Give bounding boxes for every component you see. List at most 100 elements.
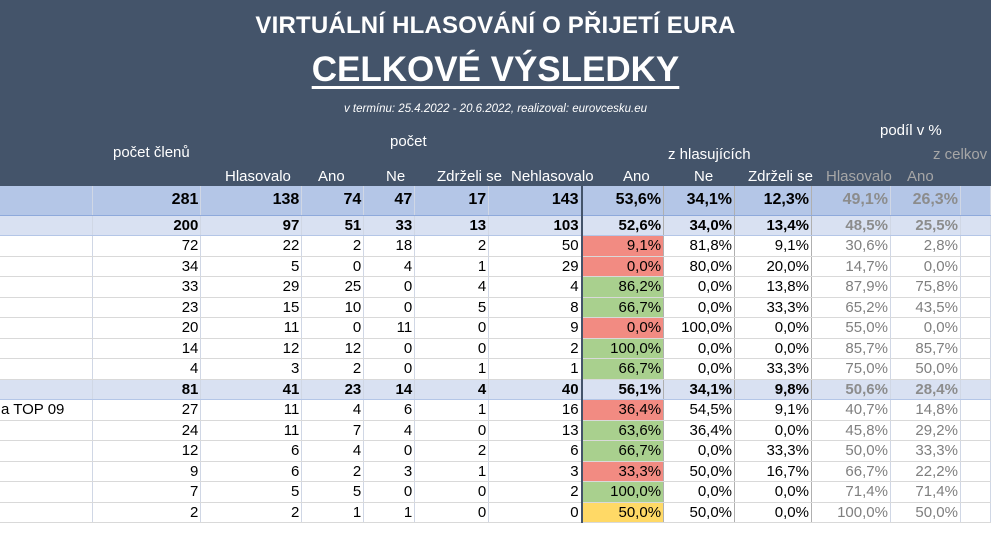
pct-yes-cell: 52,6%: [581, 215, 665, 236]
not-voted-cell: 9: [488, 317, 583, 339]
not-voted-cell: 16: [488, 399, 583, 421]
members-cell: 34: [92, 256, 202, 277]
pct-abstain-cell: 12,3%: [734, 186, 812, 216]
pct-yes-total-cell: 75,8%: [890, 276, 961, 298]
pct-voted-total-cell: 50,0%: [811, 440, 891, 462]
yes-cell: 23: [301, 379, 365, 400]
abstain-cell: 1: [414, 461, 490, 482]
pct-voted-total-cell: 48,5%: [811, 215, 891, 236]
yes-cell: 5: [301, 481, 365, 503]
row-name: [0, 276, 94, 298]
table-row: 9 6 2 3 1 3 33,3% 50,0% 16,7% 66,7% 22,2%: [0, 461, 991, 482]
members-count-header: počet členů: [113, 144, 190, 161]
col-pct-no: Ne: [694, 168, 714, 185]
pct-no-cell: 36,4%: [663, 420, 736, 441]
members-cell: 12: [92, 440, 202, 462]
page-subtitle: CELKOVÉ VÝSLEDKY: [311, 50, 680, 89]
overflow-cell: [960, 481, 991, 503]
yes-cell: 10: [301, 297, 365, 318]
members-cell: 2: [92, 502, 202, 523]
pct-no-cell: 54,5%: [663, 399, 736, 421]
pct-voted-total-cell: 50,6%: [811, 379, 891, 400]
abstain-cell: 13: [414, 215, 490, 236]
pct-no-cell: 100,0%: [663, 317, 736, 339]
not-voted-cell: 13: [488, 420, 583, 441]
abstain-cell: 1: [414, 399, 490, 421]
members-cell: 72: [92, 235, 202, 257]
share-header: podíl v %: [880, 122, 942, 139]
pct-abstain-cell: 16,7%: [734, 461, 812, 482]
overflow-cell: [960, 399, 991, 421]
voted-cell: 138: [200, 186, 303, 216]
pct-voted-total-cell: 87,9%: [811, 276, 891, 298]
abstain-cell: 2: [414, 440, 490, 462]
overflow-cell: [960, 186, 991, 216]
pct-abstain-cell: 0,0%: [734, 420, 812, 441]
yes-cell: 2: [301, 235, 365, 257]
pct-voted-total-cell: 75,0%: [811, 358, 891, 380]
pct-yes-cell: 66,7%: [581, 440, 665, 462]
no-cell: 4: [363, 420, 416, 441]
row-name: [0, 186, 94, 216]
row-name: [0, 215, 94, 236]
pct-voted-total-cell: 30,6%: [811, 235, 891, 257]
pct-yes-total-cell: 29,2%: [890, 420, 961, 441]
voted-cell: 5: [200, 481, 303, 503]
pct-voted-total-cell: 100,0%: [811, 502, 891, 523]
yes-cell: 2: [301, 461, 365, 482]
not-voted-cell: 2: [488, 481, 583, 503]
pct-no-cell: 0,0%: [663, 297, 736, 318]
pct-no-cell: 34,0%: [663, 215, 736, 236]
abstain-cell: 4: [414, 276, 490, 298]
col-pct-abstain: Zdrželi se: [748, 168, 814, 185]
pct-abstain-cell: 13,8%: [734, 276, 812, 298]
members-cell: 281: [92, 186, 202, 216]
pct-no-cell: 0,0%: [663, 358, 736, 380]
pct-yes-total-cell: 14,8%: [890, 399, 961, 421]
pct-yes-cell: 50,0%: [581, 502, 665, 523]
members-cell: 81: [92, 379, 202, 400]
overflow-cell: [960, 317, 991, 339]
members-cell: 20: [92, 317, 202, 339]
overflow-cell: [960, 338, 991, 359]
pct-yes-total-cell: 33,3%: [890, 440, 961, 462]
row-name: [0, 461, 94, 482]
not-voted-cell: 6: [488, 440, 583, 462]
no-cell: 0: [363, 440, 416, 462]
col-pct-yes: Ano: [623, 168, 650, 185]
pct-yes-total-cell: 28,4%: [890, 379, 961, 400]
pct-abstain-cell: 33,3%: [734, 358, 812, 380]
pct-voted-total-cell: 14,7%: [811, 256, 891, 277]
pct-no-cell: 81,8%: [663, 235, 736, 257]
overflow-cell: [960, 420, 991, 441]
abstain-cell: 2: [414, 235, 490, 257]
not-voted-cell: 3: [488, 461, 583, 482]
row-name: [0, 502, 94, 523]
pct-no-cell: 50,0%: [663, 502, 736, 523]
pct-yes-total-cell: 85,7%: [890, 338, 961, 359]
pct-no-cell: 34,1%: [663, 379, 736, 400]
row-name: [0, 256, 94, 277]
pct-abstain-cell: 9,1%: [734, 399, 812, 421]
pct-voted-total-cell: 71,4%: [811, 481, 891, 503]
pct-voted-total-cell: 85,7%: [811, 338, 891, 359]
not-voted-cell: 1: [488, 358, 583, 380]
abstain-cell: 0: [414, 481, 490, 503]
voted-cell: 29: [200, 276, 303, 298]
count-header: počet: [390, 133, 427, 150]
yes-cell: 2: [301, 358, 365, 380]
pct-yes-cell: 0,0%: [581, 317, 665, 339]
not-voted-cell: 0: [488, 502, 583, 523]
pct-abstain-cell: 0,0%: [734, 338, 812, 359]
no-cell: 0: [363, 338, 416, 359]
pct-yes-cell: 36,4%: [581, 399, 665, 421]
group-row: 200 97 51 33 13 103 52,6% 34,0% 13,4% 48,5% 25,5%: [0, 215, 991, 236]
voted-cell: 11: [200, 420, 303, 441]
no-cell: 47: [363, 186, 416, 216]
not-voted-cell: 40: [488, 379, 583, 400]
no-cell: 6: [363, 399, 416, 421]
voted-cell: 97: [200, 215, 303, 236]
pct-abstain-cell: 20,0%: [734, 256, 812, 277]
pct-yes-total-cell: 0,0%: [890, 317, 961, 339]
no-cell: 11: [363, 317, 416, 339]
